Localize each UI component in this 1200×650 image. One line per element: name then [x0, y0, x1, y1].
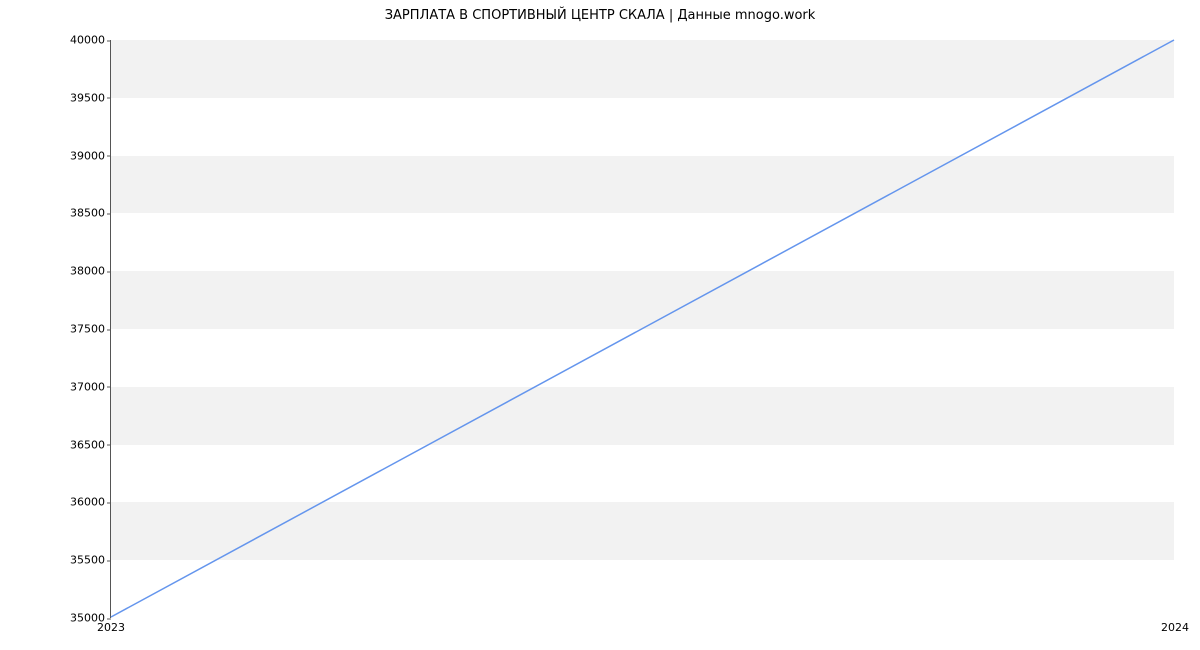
y-tick-label: 39000: [70, 149, 105, 162]
y-tick-label: 40000: [70, 34, 105, 47]
x-tick-label: 2023: [97, 621, 125, 634]
y-tick-label: 36000: [70, 496, 105, 509]
y-tick-label: 35500: [70, 554, 105, 567]
y-tick-label: 36500: [70, 438, 105, 451]
chart-container: ЗАРПЛАТА В СПОРТИВНЫЙ ЦЕНТР СКАЛА | Данн…: [0, 0, 1200, 650]
x-tick-label: 2024: [1161, 621, 1189, 634]
y-tick-label: 38500: [70, 207, 105, 220]
y-tick-label: 38000: [70, 265, 105, 278]
y-tick-label: 37500: [70, 323, 105, 336]
line-layer: [111, 40, 1174, 617]
chart-title: ЗАРПЛАТА В СПОРТИВНЫЙ ЦЕНТР СКАЛА | Данн…: [0, 8, 1200, 23]
plot-area: 3500035500360003650037000375003800038500…: [110, 40, 1174, 618]
y-tick-label: 37000: [70, 380, 105, 393]
data-line: [111, 40, 1174, 617]
y-tick-label: 39500: [70, 91, 105, 104]
